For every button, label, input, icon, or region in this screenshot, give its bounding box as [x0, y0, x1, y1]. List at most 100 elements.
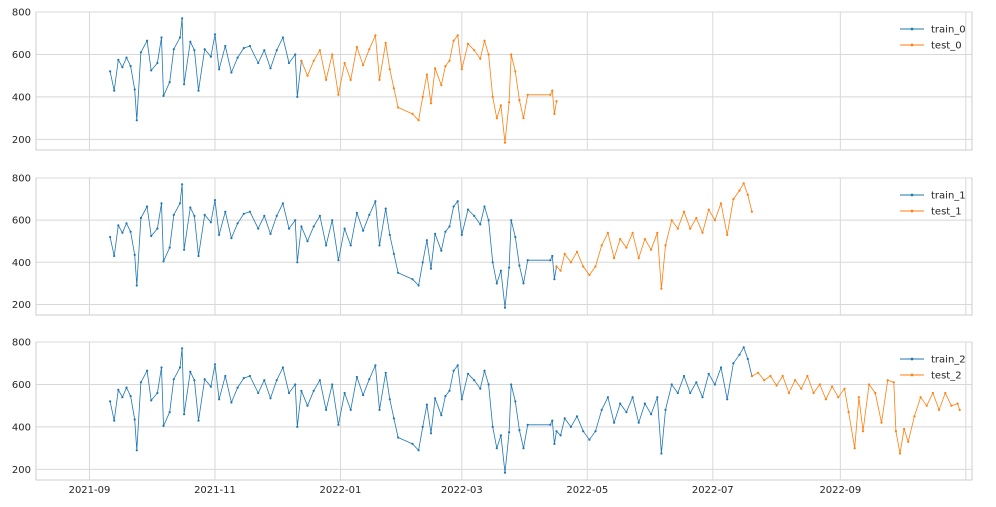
data-point [444, 395, 447, 398]
data-point [172, 213, 175, 216]
data-point [294, 383, 297, 386]
data-point [129, 65, 132, 68]
data-point [824, 398, 828, 401]
data-point [362, 229, 365, 232]
data-point [318, 49, 321, 52]
data-point [183, 413, 186, 416]
data-point [732, 198, 735, 201]
legend-marker-test_1 [910, 209, 914, 213]
data-point [181, 183, 184, 186]
data-point [178, 36, 182, 39]
data-point [429, 432, 433, 435]
data-point [162, 424, 165, 427]
data-point [800, 387, 803, 390]
data-point [695, 381, 698, 384]
data-point [425, 403, 428, 406]
data-point [355, 45, 358, 49]
plot-frame [35, 341, 973, 481]
data-point [559, 434, 562, 437]
data-point [121, 396, 124, 399]
data-point [643, 402, 647, 405]
data-point [183, 83, 186, 86]
data-point [726, 398, 729, 401]
data-point [343, 391, 346, 395]
data-point [582, 430, 585, 433]
data-point [193, 49, 196, 52]
data-point [837, 396, 840, 399]
data-point [193, 214, 196, 217]
data-point [847, 411, 850, 414]
data-point [958, 408, 961, 411]
data-point [746, 357, 749, 361]
data-point [189, 40, 192, 43]
data-point [294, 53, 297, 56]
data-point [287, 391, 291, 395]
data-point [218, 233, 221, 236]
data-point [473, 379, 476, 382]
data-point [944, 391, 947, 395]
y-tick-label: 800 [12, 174, 31, 185]
data-point [337, 423, 340, 426]
data-point [368, 213, 371, 216]
data-point [460, 68, 463, 71]
data-point [125, 386, 128, 389]
data-point [440, 84, 443, 87]
data-point [411, 442, 414, 445]
data-point [613, 421, 616, 424]
data-point [421, 425, 424, 428]
data-point [355, 211, 358, 214]
plot-frame [35, 177, 973, 316]
data-point [861, 430, 865, 433]
data-point [203, 213, 206, 216]
data-point [787, 391, 791, 395]
data-point [894, 430, 898, 433]
data-point [374, 34, 377, 37]
data-point [417, 449, 420, 452]
panel-0: 200 400 600 800 train_0 test_0 [12, 8, 973, 151]
data-point [670, 219, 673, 222]
data-point [549, 259, 552, 262]
data-point [707, 208, 710, 211]
data-point [230, 237, 233, 240]
x-tick-label: 2022-03 [441, 485, 483, 496]
data-point [434, 67, 437, 70]
data-point [421, 95, 424, 98]
data-point [569, 425, 573, 428]
data-point [135, 449, 138, 452]
data-point [236, 386, 239, 389]
data-point [575, 415, 579, 418]
data-point [460, 398, 463, 401]
legend-marker-test_0 [910, 43, 914, 47]
data-point [121, 66, 124, 69]
data-point [197, 89, 200, 92]
data-point [479, 223, 482, 226]
data-point [806, 374, 809, 378]
data-point [682, 374, 686, 378]
data-point [518, 429, 521, 432]
data-point [781, 374, 784, 378]
data-point [133, 88, 136, 91]
data-point [384, 41, 387, 44]
data-point [551, 419, 554, 422]
data-point [843, 387, 846, 390]
data-point [713, 383, 717, 386]
data-point [224, 374, 227, 378]
data-point [619, 402, 622, 405]
data-point [886, 379, 889, 382]
data-point [637, 421, 640, 424]
data-point [750, 210, 754, 213]
data-point [331, 53, 334, 56]
data-point [738, 353, 741, 356]
panel-2: 200 400 600 800 train_2 test_2 [12, 338, 973, 481]
data-point [156, 227, 159, 230]
data-point [625, 411, 628, 414]
data-point [606, 396, 610, 399]
data-point [287, 61, 291, 65]
data-point [898, 452, 902, 455]
data-point [139, 51, 142, 54]
data-point [549, 423, 552, 426]
data-point [631, 231, 634, 234]
data-point [479, 57, 482, 60]
data-point [362, 394, 365, 397]
data-point [522, 117, 525, 120]
